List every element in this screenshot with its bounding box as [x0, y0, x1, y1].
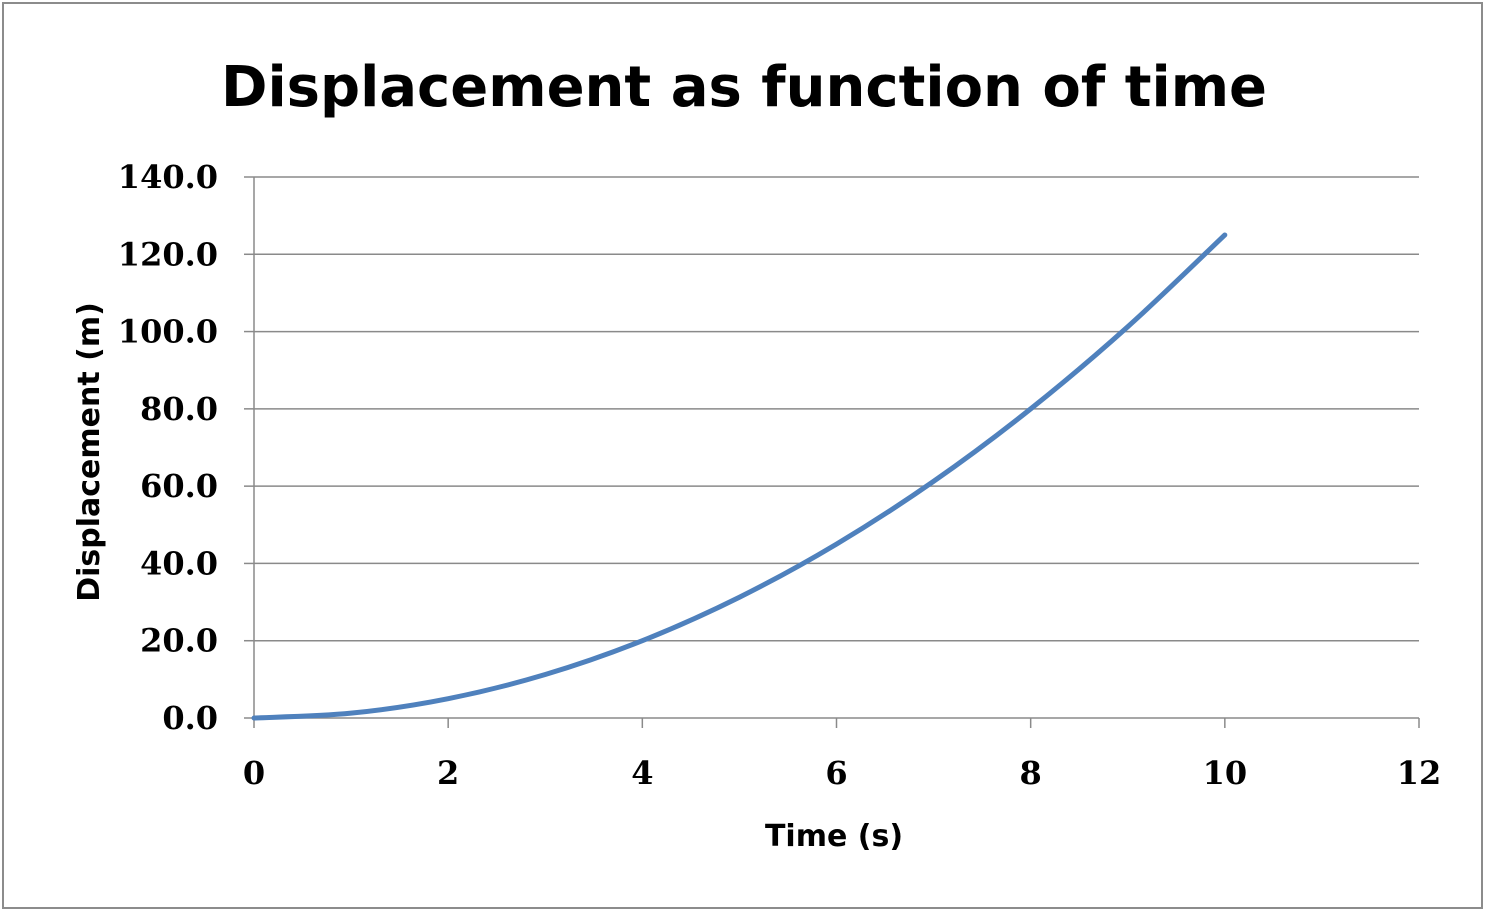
x-axis-title: Time (s) — [765, 819, 903, 854]
y-axis-title: Displacement (m) — [72, 302, 107, 602]
y-tick-label-7: 140.0 — [118, 158, 218, 196]
x-tick-label-2: 4 — [631, 754, 653, 792]
x-tick-label-1: 2 — [437, 754, 459, 792]
x-tick-label-4: 8 — [1020, 754, 1042, 792]
y-tick-label-5: 100.0 — [118, 313, 218, 351]
x-tick-label-3: 6 — [825, 754, 847, 792]
y-tick-label-3: 60.0 — [140, 467, 218, 505]
y-tick-label-1: 20.0 — [140, 622, 218, 660]
y-tick-label-6: 120.0 — [118, 235, 218, 273]
series-line-0 — [251, 232, 1228, 721]
chart-svg: Displacement as function of time 0.020.0… — [72, 55, 1441, 854]
y-tick-label-0: 0.0 — [162, 699, 218, 737]
y-tick-label-2: 40.0 — [140, 544, 218, 582]
x-tick-label-6: 12 — [1397, 754, 1442, 792]
series-layer — [251, 232, 1228, 721]
y-tick-label-4: 80.0 — [140, 390, 218, 428]
x-tick-labels: 0 2 4 6 8 10 12 — [243, 754, 1441, 792]
x-tick-label-0: 0 — [243, 754, 265, 792]
grid-lines — [244, 176, 1420, 728]
y-tick-labels: 0.0 20.0 40.0 60.0 80.0 100.0 120.0 140.0 — [118, 158, 218, 737]
x-tick-label-5: 10 — [1203, 754, 1248, 792]
chart-title: Displacement as function of time — [221, 55, 1267, 120]
